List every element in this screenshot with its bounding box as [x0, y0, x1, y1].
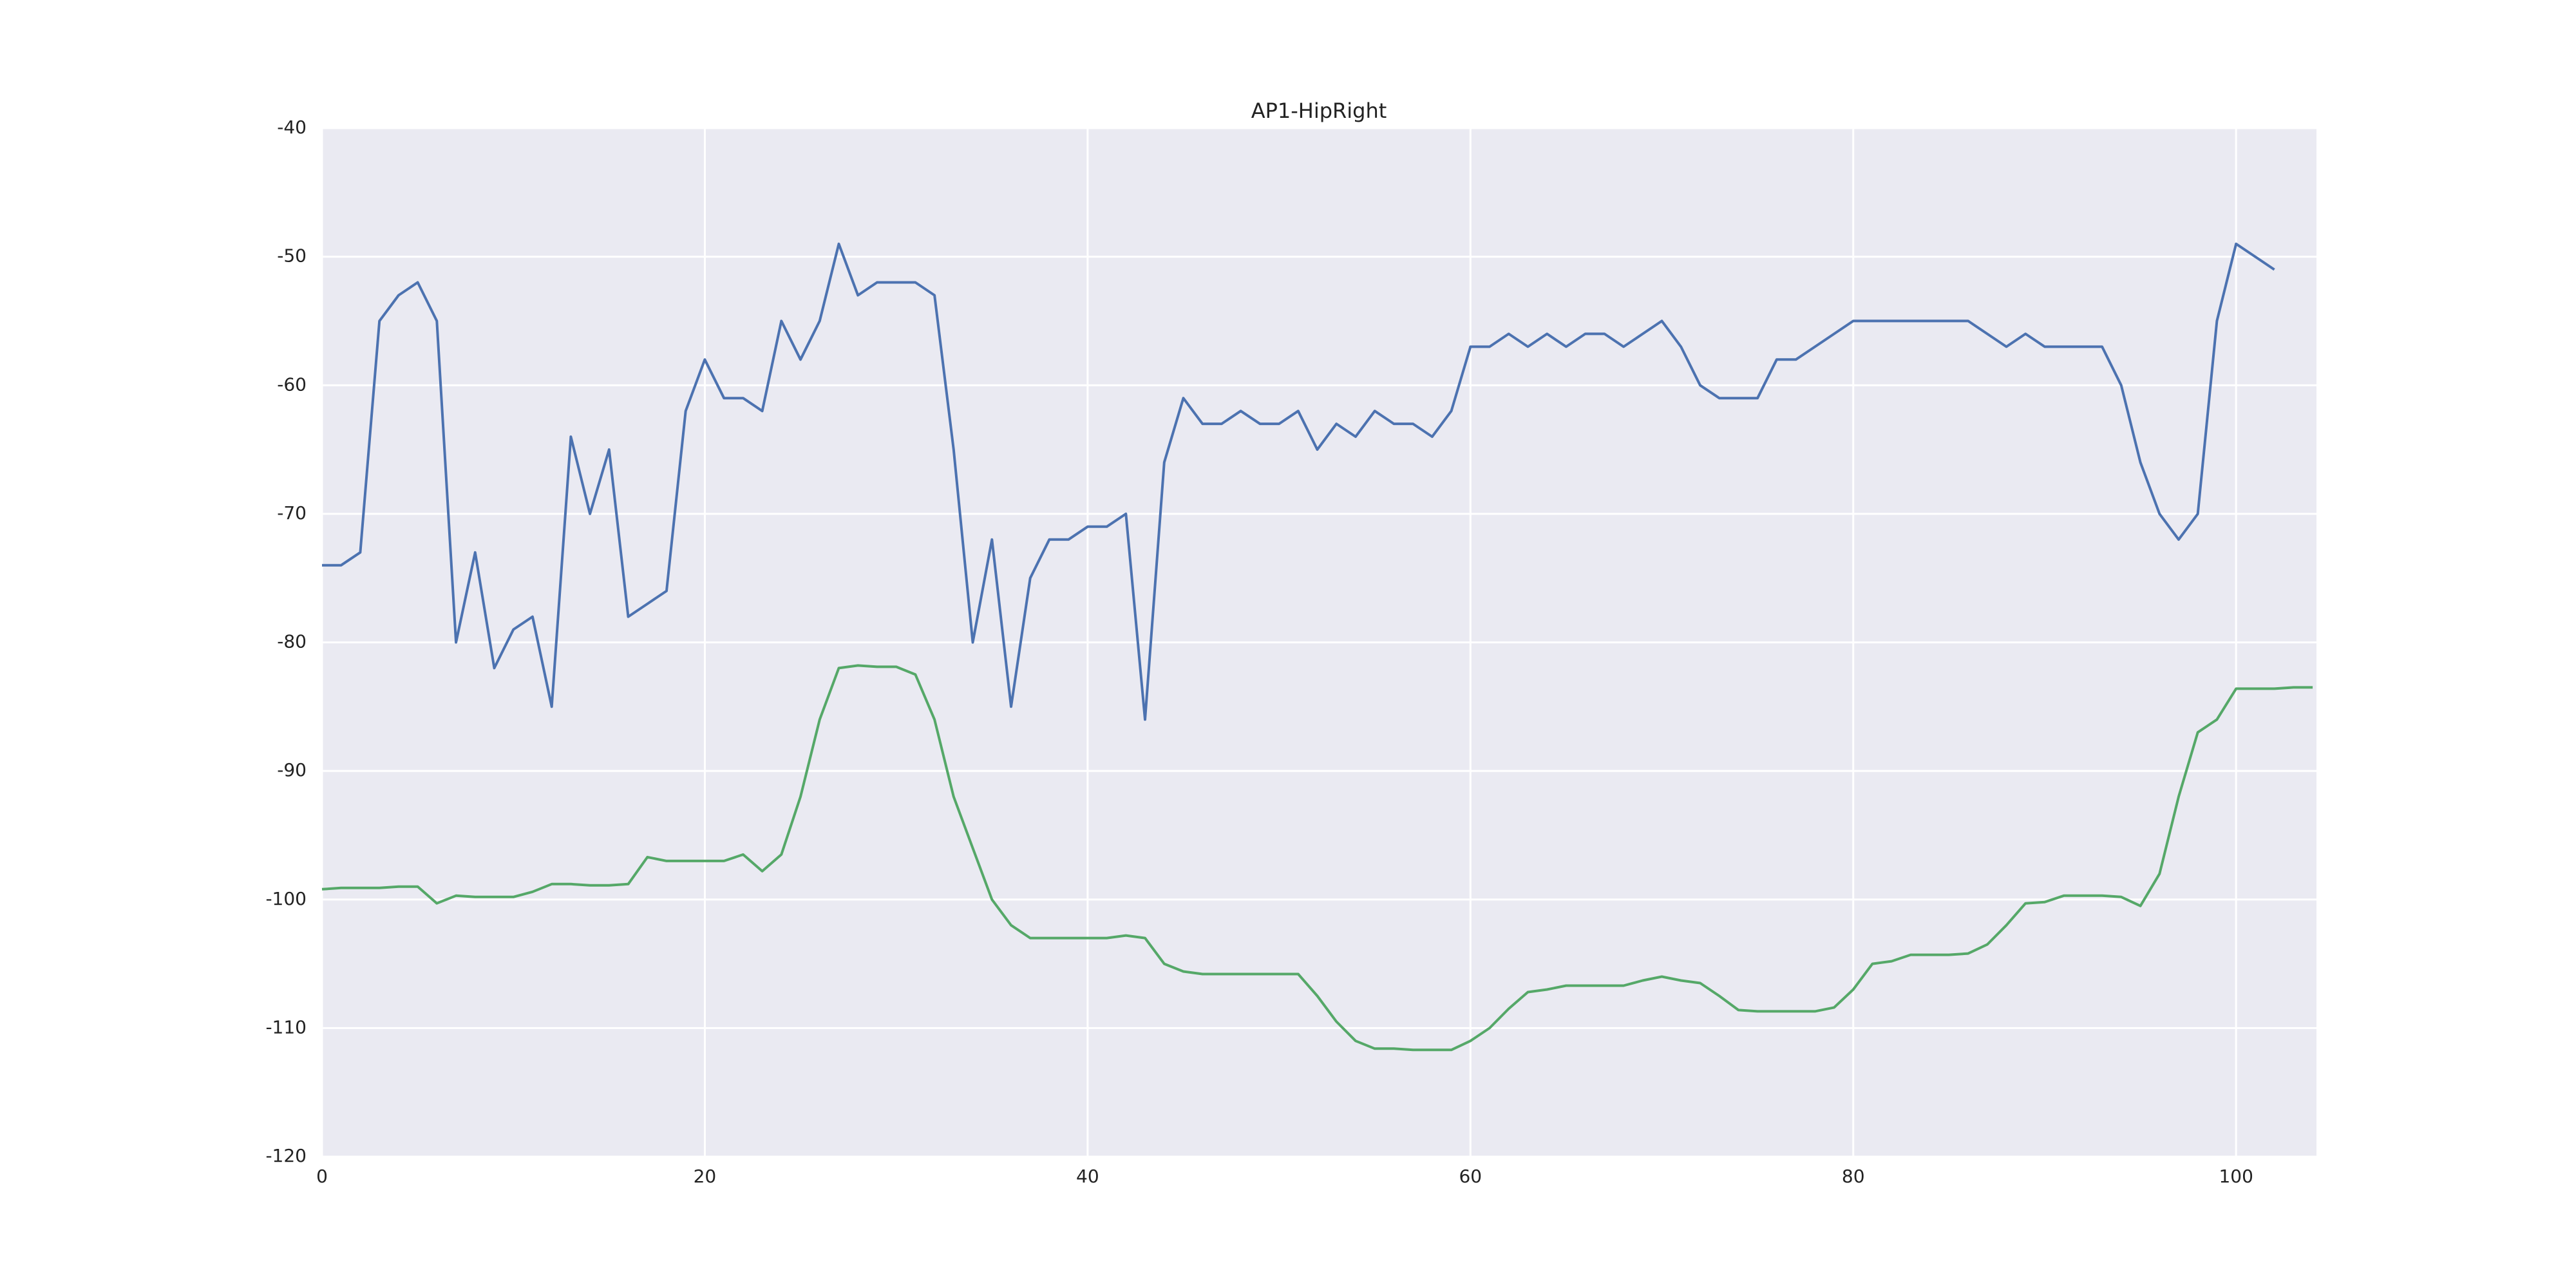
x-tick-label: 60 [1459, 1166, 1482, 1187]
y-tick-label: -60 [277, 374, 307, 395]
data-line [321, 664, 2313, 1052]
y-tick-label: -120 [265, 1145, 307, 1166]
y-tick-label: -80 [277, 631, 307, 652]
x-tick-label: 20 [694, 1166, 717, 1187]
y-tick-label: -40 [277, 117, 307, 138]
x-tick-label: 0 [316, 1166, 328, 1187]
x-tick-label: 80 [1842, 1166, 1865, 1187]
x-tick-label: 100 [2219, 1166, 2253, 1187]
y-tick-label: -70 [277, 502, 307, 524]
y-tick-label: -90 [277, 759, 307, 781]
y-tick-label: -100 [265, 888, 307, 909]
x-tick-label: 40 [1076, 1166, 1099, 1187]
data-line [322, 242, 2275, 721]
y-tick-label: -110 [265, 1016, 307, 1037]
chart-title: AP1-HipRight [1251, 99, 1387, 123]
y-tick-label: -50 [277, 245, 307, 267]
